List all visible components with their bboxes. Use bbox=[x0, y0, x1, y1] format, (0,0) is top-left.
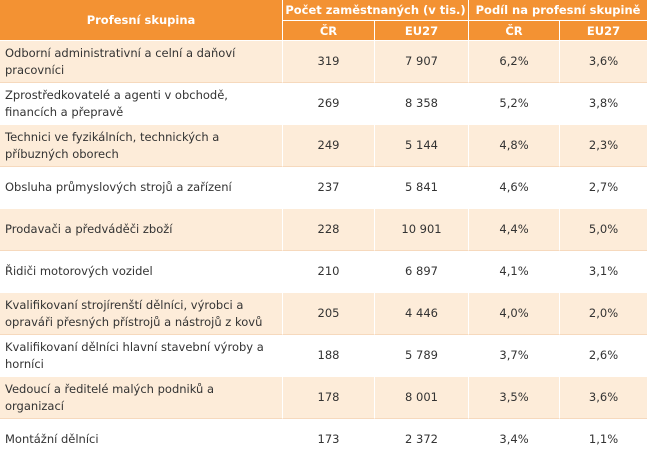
table-row: Řidiči motorových vozidel 210 6 897 4,1% 3,1… bbox=[0, 250, 647, 292]
cz-count: 210 bbox=[283, 250, 375, 292]
table-row: Kvalifikovaní strojírenští dělníci, výro… bbox=[0, 292, 647, 334]
table-row: Technici ve fyzikálních, technických a p… bbox=[0, 124, 647, 166]
cz-count: 237 bbox=[283, 166, 375, 208]
eu-count: 4 446 bbox=[375, 292, 470, 334]
table-row: Zprostředkovatelé a agenti v obchodě, fi… bbox=[0, 82, 647, 124]
eu-count: 6 897 bbox=[375, 250, 470, 292]
eu-share: 3,6% bbox=[560, 40, 647, 82]
row-label: Kvalifikovaní dělníci hlavní stavební vý… bbox=[0, 334, 283, 376]
cz-share: 3,7% bbox=[469, 334, 561, 376]
row-label: Montážní dělníci bbox=[0, 418, 283, 460]
row-label: Zprostředkovatelé a agenti v obchodě, fi… bbox=[0, 82, 283, 124]
header-share: Podíl na profesní skupině bbox=[469, 0, 647, 21]
cz-share: 3,5% bbox=[469, 376, 561, 418]
cz-count: 173 bbox=[283, 418, 375, 460]
cz-share: 6,2% bbox=[469, 40, 561, 82]
eu-count: 2 372 bbox=[375, 418, 470, 460]
table-body: Odborní administrativní a celní a daňoví… bbox=[0, 40, 647, 460]
eu-count: 5 789 bbox=[375, 334, 470, 376]
table-row: Obsluha průmyslových strojů a zařízení 23… bbox=[0, 166, 647, 208]
eu-count: 8 358 bbox=[375, 82, 470, 124]
eu-share: 3,8% bbox=[560, 82, 647, 124]
eu-count: 8 001 bbox=[375, 376, 470, 418]
row-label: Kvalifikovaní strojírenští dělníci, výro… bbox=[0, 292, 283, 334]
header-employed: Počet zaměstnaných (v tis.) bbox=[283, 0, 470, 21]
cz-share: 5,2% bbox=[469, 82, 561, 124]
header-eu-share: EU27 bbox=[560, 21, 647, 40]
cz-share: 4,6% bbox=[469, 166, 561, 208]
cz-count: 228 bbox=[283, 208, 375, 250]
eu-count: 5 144 bbox=[375, 124, 470, 166]
header-cz: ČR bbox=[283, 21, 375, 40]
eu-share: 2,7% bbox=[560, 166, 647, 208]
eu-count: 5 841 bbox=[375, 166, 470, 208]
eu-share: 1,1% bbox=[560, 418, 647, 460]
eu-share: 3,1% bbox=[560, 250, 647, 292]
row-label: Odborní administrativní a celní a daňoví… bbox=[0, 40, 283, 82]
eu-share: 5,0% bbox=[560, 208, 647, 250]
cz-count: 249 bbox=[283, 124, 375, 166]
cz-share: 4,1% bbox=[469, 250, 561, 292]
eu-share: 2,3% bbox=[560, 124, 647, 166]
header-group: Profesní skupina bbox=[0, 0, 283, 40]
row-label: Vedoucí a ředitelé malých podniků a orga… bbox=[0, 376, 283, 418]
eu-count: 7 907 bbox=[375, 40, 470, 82]
eu-count: 10 901 bbox=[375, 208, 470, 250]
row-label: Technici ve fyzikálních, technických a p… bbox=[0, 124, 283, 166]
table-row: Vedoucí a ředitelé malých podniků a orga… bbox=[0, 376, 647, 418]
cz-share: 3,4% bbox=[469, 418, 561, 460]
table-row: Prodavači a předváděči zboží 228 10 901 4,4… bbox=[0, 208, 647, 250]
header-eu: EU27 bbox=[375, 21, 470, 40]
table-row: Montážní dělníci 173 2 372 3,4% 1,1% bbox=[0, 418, 647, 460]
table-row: Kvalifikovaní dělníci hlavní stavební vý… bbox=[0, 334, 647, 376]
table-row: Odborní administrativní a celní a daňoví… bbox=[0, 40, 647, 82]
eu-share: 2,6% bbox=[560, 334, 647, 376]
row-label: Obsluha průmyslových strojů a zařízení bbox=[0, 166, 283, 208]
cz-count: 188 bbox=[283, 334, 375, 376]
cz-share: 4,0% bbox=[469, 292, 561, 334]
cz-count: 319 bbox=[283, 40, 375, 82]
cz-count: 269 bbox=[283, 82, 375, 124]
eu-share: 3,6% bbox=[560, 376, 647, 418]
header-cz-share: ČR bbox=[469, 21, 561, 40]
cz-share: 4,8% bbox=[469, 124, 561, 166]
cz-count: 178 bbox=[283, 376, 375, 418]
cz-count: 205 bbox=[283, 292, 375, 334]
row-label: Prodavači a předváděči zboží bbox=[0, 208, 283, 250]
eu-share: 2,0% bbox=[560, 292, 647, 334]
row-label: Řidiči motorových vozidel bbox=[0, 250, 283, 292]
cz-share: 4,4% bbox=[469, 208, 561, 250]
